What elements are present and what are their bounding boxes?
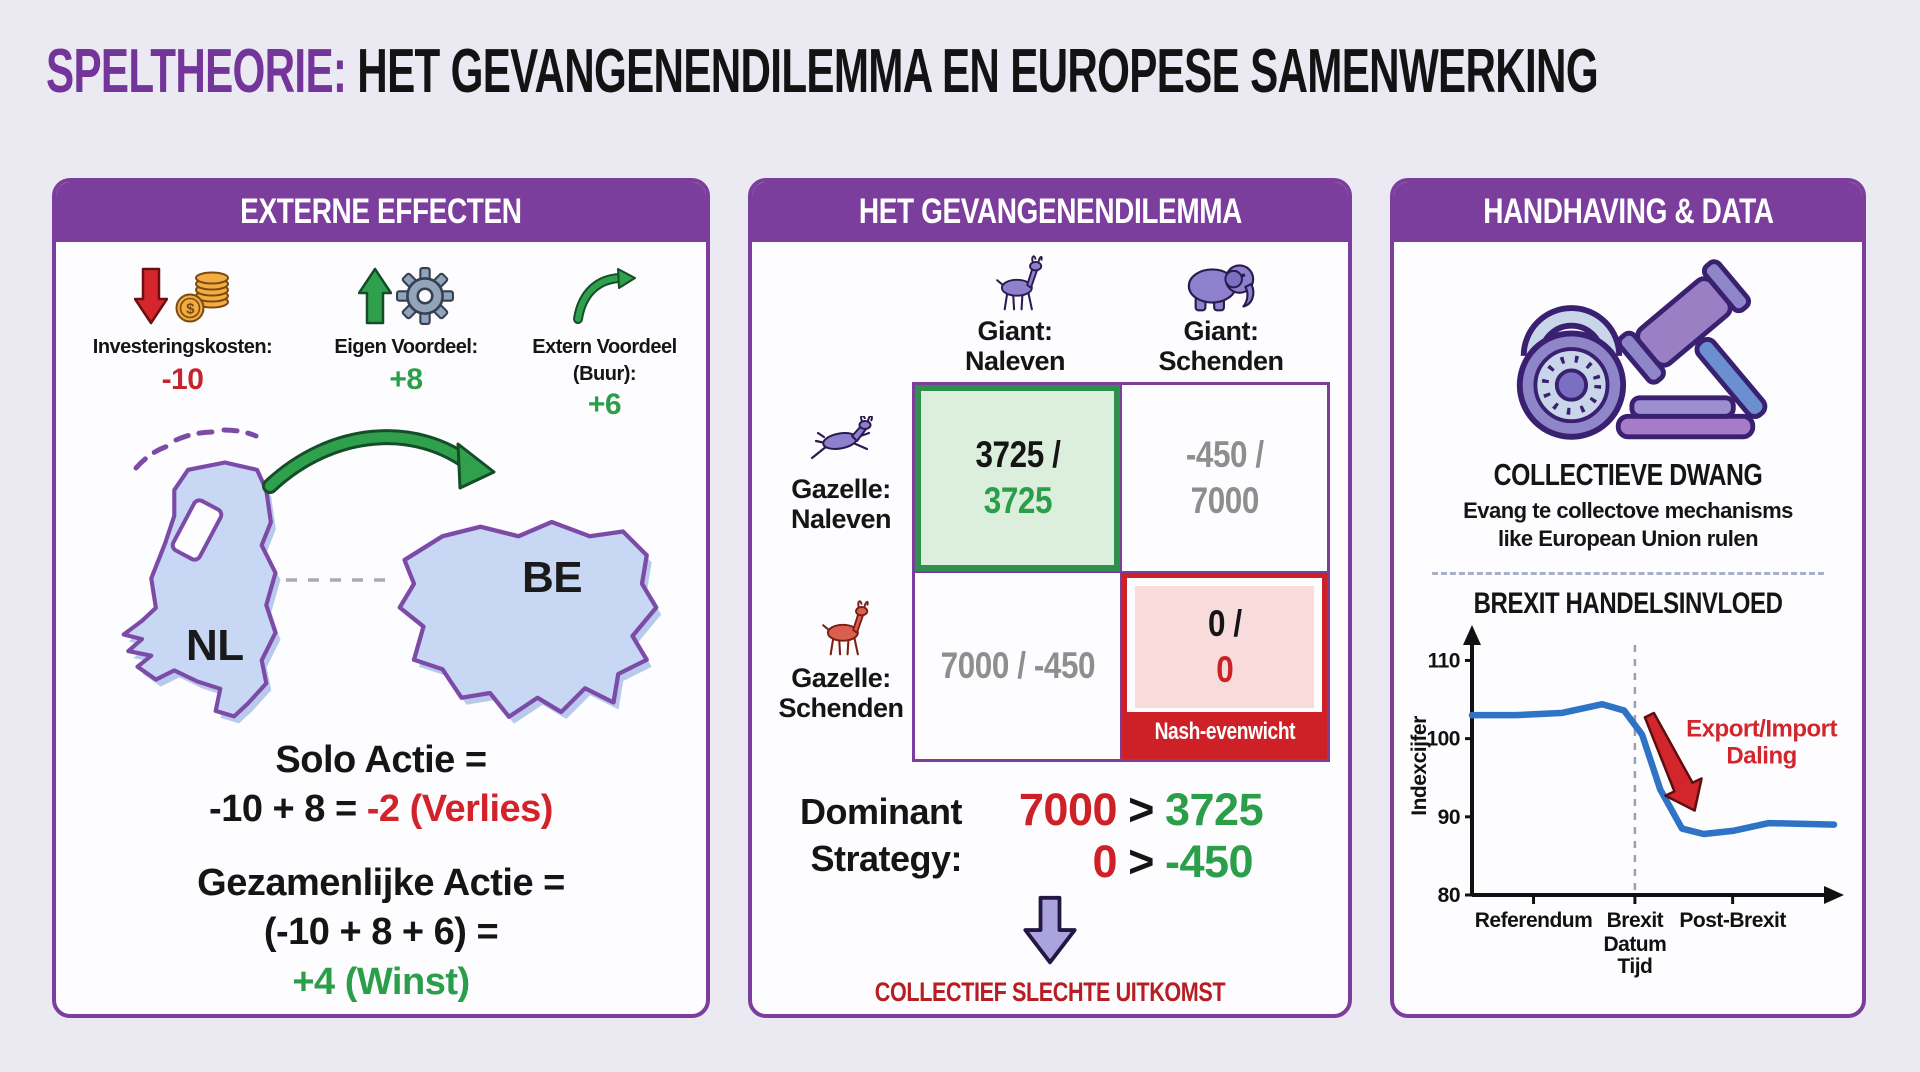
- gavel-icon: [1616, 259, 1768, 419]
- collective-outcome-label: COLLECTIEF SLECHTE UITKOMST: [874, 976, 1226, 1007]
- collectieve-dwang-heading: COLLECTIEVE DWANG: [1493, 457, 1763, 492]
- factor-value: +8: [389, 363, 423, 396]
- x-tick-label: Brexit: [1607, 909, 1664, 932]
- x-tick-label: Datum: [1603, 933, 1666, 956]
- colheader-giant-schenden: Giant: Schenden: [1118, 254, 1324, 376]
- gazelle-leaping-purple-icon: [810, 416, 873, 460]
- arrow-down-red-icon: [133, 267, 168, 325]
- panel-gevangenendilemma: HET GEVANGENENDILEMMA: [748, 178, 1352, 1018]
- gear-icon: [396, 267, 454, 325]
- page-title-highlight: SPELTHEORIE:: [46, 37, 347, 106]
- factor-eigen-voordeel: Eigen Voordeel: +8: [306, 260, 506, 422]
- payoff-cell-naleven-naleven: 3725 / 3725: [915, 385, 1120, 572]
- y-axis-label: Indexcijfer: [1410, 716, 1431, 816]
- factor-extern-voordeel: Extern Voordeel (Buur): +6: [517, 260, 692, 422]
- factor-value: -10: [161, 363, 204, 396]
- gazelle-standing-red-icon: [822, 600, 869, 656]
- matrix-row-headers: Gazelle: Naleven: [770, 382, 912, 762]
- nash-equilibrium-banner: Nash-evenwicht: [1127, 712, 1322, 755]
- decline-annotation-label: Daling: [1726, 742, 1796, 769]
- x-axis-arrowhead: [1824, 886, 1844, 904]
- factor-value: +6: [587, 388, 622, 421]
- wadden-islands-dashes: [133, 427, 259, 471]
- spillover-arrow: [262, 429, 496, 494]
- panel-row: EXTERNE EFFECTEN: [52, 178, 1866, 1018]
- panel-handhaving-data: HANDHAVING & DATA: [1390, 178, 1866, 1018]
- joint-line1: Gezamenlijke Actie =: [197, 861, 565, 904]
- y-tick-label: 80: [1438, 884, 1460, 907]
- be-map-shape: BE: [397, 519, 659, 719]
- dominant-row-1: 7000 > 3725: [1018, 784, 1264, 836]
- curved-arrow-green-icon: [572, 268, 636, 324]
- svg-text:$: $: [186, 301, 195, 318]
- factor-label: Investeringskosten:: [92, 336, 273, 358]
- y-tick-label: 100: [1426, 728, 1460, 751]
- decline-arrow-icon: [1643, 711, 1703, 812]
- collectieve-dwang-subtext: Evang te collectove mechanisms like Euro…: [1463, 498, 1793, 551]
- nl-map-shape: NL: [121, 427, 278, 719]
- brexit-chart-title: BREXIT HANDELSINVLOED: [1473, 587, 1783, 620]
- solo-actie-formula: Solo Actie = -10 + 8 = -2 (Verlies): [56, 736, 706, 835]
- y-axis-arrowhead: [1463, 625, 1481, 645]
- panel-handhaving-header: HANDHAVING & DATA: [1394, 182, 1862, 242]
- padlock-icon: [1516, 305, 1627, 440]
- factor-row: $ Investeringskosten: -10: [56, 242, 706, 422]
- factor-label: Eigen Voordeel:: [334, 336, 478, 358]
- lock-and-gavel-icon: [1516, 259, 1768, 440]
- gezamenlijke-actie-formula: Gezamenlijke Actie = (-10 + 8 + 6) = +4 …: [56, 859, 706, 1007]
- dashed-divider: [1431, 572, 1825, 575]
- dominant-strategy-label: Dominant Strategy:: [800, 791, 963, 880]
- panel-externe-effecten: EXTERNE EFFECTEN: [52, 178, 710, 1018]
- gazelle-standing-purple-icon: [996, 255, 1043, 311]
- elephant-icon: [1187, 264, 1255, 312]
- rowheader-gazelle-schenden: Gazelle: Schenden: [770, 568, 912, 754]
- coins-icon: $: [175, 271, 229, 323]
- be-label: BE: [522, 553, 582, 602]
- index-line: [1468, 700, 1838, 838]
- dominant-strategy: Dominant Strategy: 7000 > 3725 0 > -450: [770, 784, 1330, 888]
- solo-actie-line1: Solo Actie =: [275, 739, 487, 781]
- rowheader-gazelle-naleven: Gazelle: Naleven: [770, 382, 912, 568]
- panel-externe-effecten-header: EXTERNE EFFECTEN: [56, 182, 706, 242]
- factor-label-2: (Buur):: [572, 363, 637, 385]
- payoff-matrix: 3725 / 3725 -450 / 7000 7000 / -450: [912, 382, 1330, 763]
- factor-investeringskosten: $ Investeringskosten: -10: [70, 260, 295, 422]
- payoff-cell-naleven-schenden: -450 / 7000: [1122, 385, 1327, 572]
- x-tick-label: Referendum: [1475, 909, 1593, 932]
- solo-actie-line2: -10 + 8 = -2 (Verlies): [209, 788, 554, 831]
- y-tick-label: 110: [1428, 649, 1460, 672]
- factor-label: Extern Voordeel: [532, 336, 677, 358]
- down-block-arrow-icon: [1023, 895, 1077, 965]
- joint-line2: (-10 + 8 + 6) =: [263, 911, 499, 954]
- nl-label: NL: [186, 621, 244, 670]
- x-axis-label: Tijd: [1617, 955, 1652, 978]
- nl-be-map: NL BE: [121, 427, 662, 724]
- solo-result: -2 (Verlies): [366, 788, 554, 831]
- dominant-row-2: 0 > -450: [1092, 836, 1254, 888]
- page-title-rest: HET GEVANGENENDILEMMA EN EUROPESE SAMENW…: [346, 37, 1598, 106]
- x-tick-label: Post-Brexit: [1679, 909, 1786, 932]
- joint-result: +4 (Winst): [292, 960, 470, 1003]
- arrow-up-green-icon: [358, 267, 392, 325]
- decline-annotation-label: Export/Import: [1686, 715, 1837, 742]
- payoff-cell-schenden-naleven: 7000 / -450: [915, 573, 1120, 760]
- colheader-giant-naleven: Giant: Naleven: [912, 254, 1118, 376]
- payoff-cell-nash: 0 / 0 Nash-evenwicht: [1122, 573, 1327, 760]
- page-title: SPELTHEORIE: HET GEVANGENENDILEMMA EN EU…: [46, 36, 1920, 107]
- y-tick-label: 90: [1438, 806, 1460, 829]
- panel-gevangenendilemma-header: HET GEVANGENENDILEMMA: [752, 182, 1348, 242]
- matrix-column-headers: Giant: Naleven: [912, 254, 1324, 376]
